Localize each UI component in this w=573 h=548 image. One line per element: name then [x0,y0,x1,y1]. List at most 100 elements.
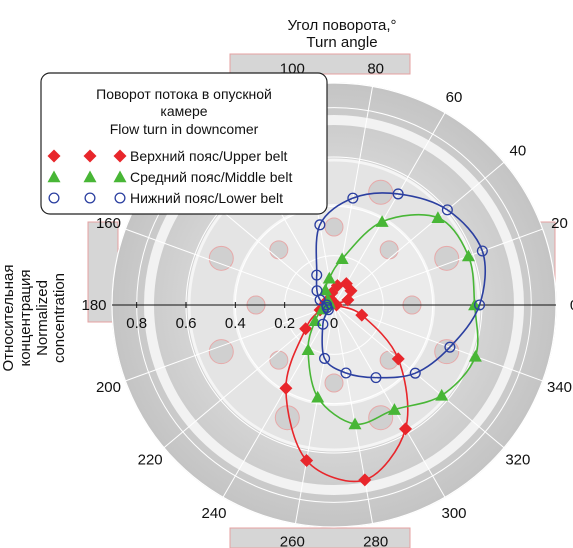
grid-spoke [333,228,543,306]
chart-title-en: Turn angle [306,34,377,51]
series-point [387,403,401,415]
legend-title-line3: Flow turn in downcomer [110,121,259,137]
grid-spoke [125,228,335,306]
series-point [311,269,323,281]
series-point [322,304,334,316]
radial-axis-label-line4: concentration [51,273,68,363]
series-point [347,192,359,204]
bg-hole [208,339,234,365]
legend-title-line2: камере [160,103,207,119]
legend-marker [47,170,61,183]
radial-axis-label-line2: концентрация [17,269,34,366]
grid-spoke [222,304,335,498]
radial-axis-label: Относительная концентрация Normalized co… [0,265,68,372]
angle-tick-label: 280 [363,533,388,548]
series-point [314,219,326,231]
legend-title-line1: Поворот потока в опускной [96,86,272,102]
angle-tick-label: 260 [280,533,305,548]
legend-marker [84,192,96,204]
series-point [317,318,329,330]
bg-hole [434,245,460,271]
chart-title-ru: Угол поворота,° [287,17,396,34]
bg-hole [379,240,399,260]
bg-hole [269,240,289,260]
series-point [301,343,315,356]
grid-spoke [333,304,543,382]
bg-hole [368,405,394,431]
series-point [441,204,453,216]
series-point [319,352,331,364]
legend-box [40,72,328,215]
bg-hole [324,373,344,393]
legend-marker [113,149,127,163]
radial-tick-label: 0.4 [225,315,246,332]
series-point [322,271,336,284]
radial-axis-label-line3: Normalized [34,280,51,356]
series-point [339,277,353,291]
series-point [461,249,475,262]
bg-hole [324,217,344,237]
bg-bar-bottom [229,527,411,548]
angle-tick-label: 180 [81,297,106,314]
series-point [348,417,362,430]
angle-tick-label: 340 [547,379,572,396]
series-point [279,381,293,395]
bg-hole [208,245,234,271]
angle-tick-label: 200 [96,379,121,396]
grid-spoke [333,304,374,524]
series-point [391,352,405,366]
series-point [476,245,488,257]
series-point [444,341,456,353]
angle-tick-label: 220 [138,451,163,468]
radial-tick-label: 0.6 [176,315,197,332]
angle-tick-label: 160 [96,215,121,232]
legend-marker [47,149,61,163]
grid-spoke [333,86,374,306]
legend: Поворот потока в опускной камере Flow tu… [40,72,328,215]
angle-tick-label: 300 [441,505,466,522]
legend-entries: Верхний пояс/Upper belt Средний пояс/Midd… [47,148,292,206]
legend-marker [83,149,97,163]
angle-tick-label: 320 [505,451,530,468]
angle-tick-label: 80 [367,61,384,78]
radial-tick-label: 0.8 [126,315,147,332]
series-point [392,188,404,200]
series-point [335,252,349,265]
grid-spoke [333,112,446,306]
series-point [435,388,449,401]
grid-spoke [125,304,335,382]
series-layer [279,188,488,487]
radial-tick-label: 0 [330,315,338,332]
series-point [358,473,372,487]
series-point [355,308,369,322]
grid-spoke [333,304,446,498]
grid-spoke [333,161,505,306]
series-point [431,211,445,223]
legend-label: Нижний пояс/Lower belt [130,190,283,206]
angle-tick-label: 60 [446,89,463,106]
angle-tick-label: 240 [201,505,226,522]
series-point [474,299,486,311]
bg-hole [269,350,289,370]
legend-marker [83,170,97,183]
angle-tick-label: 40 [510,143,527,160]
series-point [311,390,325,403]
series-point [340,367,352,379]
series-point [409,367,421,379]
grid-spoke [294,304,335,524]
series-point [375,215,389,227]
radial-axis-label-line1: Относительная [0,265,17,372]
series-point [399,422,413,436]
series-point [300,453,314,467]
legend-marker [114,192,126,204]
radial-tick-label: 0.2 [274,315,295,332]
angle-tick-label: 0 [570,297,573,314]
legend-label: Верхний пояс/Upper belt [130,148,288,164]
angle-tick-label: 20 [551,215,568,232]
series-point [370,372,382,384]
series-point [468,349,482,362]
legend-marker [113,170,127,183]
series-3 [311,188,488,384]
legend-marker [48,192,60,204]
